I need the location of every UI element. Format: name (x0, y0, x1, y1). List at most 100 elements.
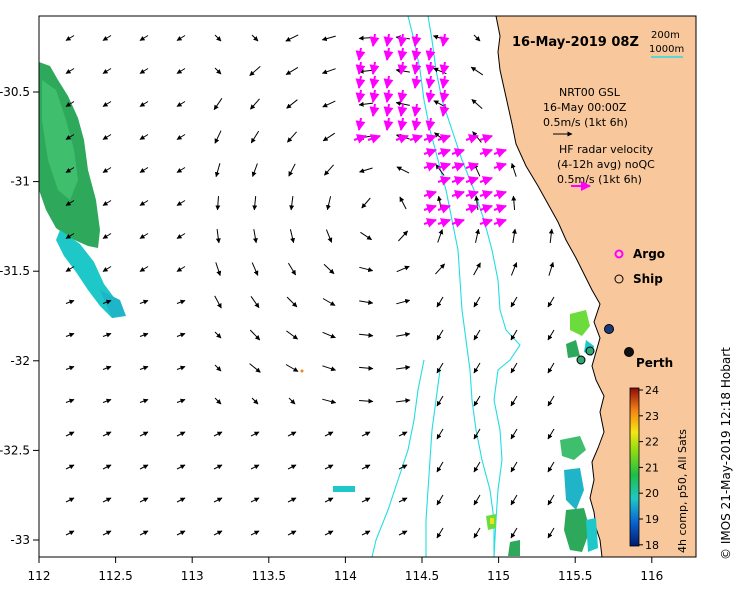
y-axis: -30.5 -31 -31.5 -32 -32.5 -33 (0, 85, 39, 547)
gsl-arrow (398, 230, 408, 242)
gsl-arrow (251, 397, 259, 405)
gsl-arrow (398, 497, 408, 503)
gsl-arrow (325, 229, 333, 243)
gsl-arrow (548, 261, 555, 276)
hf-arrow (411, 75, 422, 89)
gsl-arrow (473, 296, 481, 308)
gsl-arrow (287, 497, 297, 503)
gsl-arrow (326, 196, 332, 211)
gsl-arrow (510, 329, 518, 341)
hf-radar-arrows (353, 33, 507, 228)
y-tick-label: -30.5 (0, 85, 30, 99)
gsl-arrow (510, 162, 517, 177)
gsl-arrow (547, 362, 555, 374)
gsl-arrow (176, 68, 186, 74)
hf-arrow (411, 47, 422, 61)
gsl-arrow (361, 497, 371, 503)
gsl-arrow (321, 35, 336, 42)
gsl-arrow (214, 364, 222, 372)
gsl-arrow (250, 98, 260, 110)
gsl-arrow (510, 428, 518, 440)
gsl-arrow (250, 530, 260, 536)
gsl-arrow (102, 365, 112, 371)
hf-arrow (411, 33, 422, 47)
gsl-arrow (473, 329, 481, 341)
hf-legend-line2: (4-12h avg) noQC (557, 158, 655, 171)
gsl-arrow (547, 428, 555, 440)
gsl-arrow (215, 262, 222, 277)
gsl-arrow (139, 134, 149, 140)
gsl-arrow (436, 428, 444, 440)
city-label-perth: Perth (636, 356, 673, 370)
gsl-arrow (176, 530, 186, 536)
gsl-arrow (473, 34, 481, 42)
gsl-arrow (288, 163, 296, 177)
hf-arrow (397, 103, 408, 117)
gsl-arrow (176, 134, 186, 140)
hf-arrow (355, 89, 366, 103)
gsl-arrow (176, 167, 186, 173)
hf-arrow (383, 117, 394, 131)
hf-arrow (451, 148, 465, 158)
hf-arrow (479, 204, 493, 214)
gsl-arrow (215, 196, 221, 211)
gsl-arrow (213, 98, 223, 111)
gsl-arrow (359, 365, 374, 371)
gsl-arrow (65, 497, 75, 503)
hf-arrow (479, 134, 493, 144)
gsl-arrow (322, 398, 337, 405)
gsl-arrow (102, 398, 112, 404)
plot-frame (38, 15, 697, 558)
hf-arrow (493, 204, 507, 214)
station-dot (604, 324, 614, 334)
colorbar-tick-label: 18 (645, 539, 659, 552)
gsl-arrow (470, 66, 484, 76)
hf-arrow (437, 148, 451, 158)
hf-arrow (451, 162, 465, 172)
gsl-arrow (547, 494, 555, 506)
colorbar-label: 4h comp, p50, All Sats (676, 429, 689, 553)
colorbar-tick-label: 20 (645, 487, 659, 500)
gsl-arrow (286, 296, 298, 308)
hf-arrow (423, 218, 437, 228)
gsl-arrow (251, 34, 259, 42)
gsl-arrow (322, 100, 336, 108)
hf-arrow (355, 75, 366, 89)
gsl-arrow (213, 497, 223, 503)
gsl-arrow (252, 196, 258, 211)
station-dot (576, 355, 586, 365)
x-tick-label: 113.5 (252, 569, 286, 583)
gsl-arrow (176, 101, 186, 107)
gsl-arrow (139, 233, 149, 239)
gsl-arrow (361, 530, 371, 536)
hf-arrow (479, 148, 493, 158)
sst-patches (39, 62, 598, 556)
y-tick-label: -33 (10, 533, 30, 547)
station-dot (585, 346, 595, 356)
gsl-arrow (65, 68, 75, 74)
gsl-arrow (285, 34, 299, 42)
gsl-arrow (547, 461, 555, 473)
gsl-arrow (473, 494, 481, 506)
gsl-arrow (214, 295, 222, 309)
gsl-arrow (437, 229, 444, 243)
gsl-arrow (251, 262, 259, 276)
gsl-arrow (213, 431, 223, 437)
gsl-arrow (176, 35, 186, 41)
gsl-arrow (176, 365, 186, 371)
gsl-arrow (249, 329, 261, 341)
hf-arrow (465, 190, 479, 200)
gsl-arrow (65, 233, 75, 239)
hf-arrow (465, 204, 479, 214)
gsl-arrow (102, 35, 112, 41)
gsl-arrow (473, 461, 481, 473)
gsl-arrow (324, 464, 334, 470)
gsl-arrow (287, 431, 297, 437)
gsl-arrow (396, 265, 410, 273)
gsl-arrow (215, 229, 221, 244)
gsl-arrow (436, 527, 444, 539)
gsl-arrow (176, 299, 186, 305)
gsl-arrow (510, 494, 518, 506)
gsl-arrow (396, 365, 411, 371)
hf-arrow (425, 89, 436, 103)
